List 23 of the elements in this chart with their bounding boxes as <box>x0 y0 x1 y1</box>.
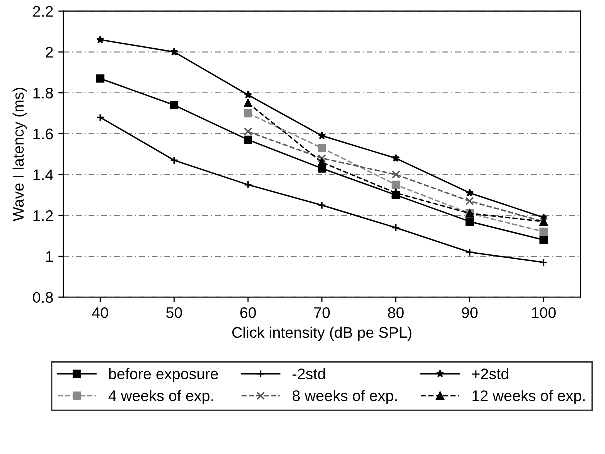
x-tick-label: 50 <box>166 307 182 318</box>
y-tick-label: 1.8 <box>34 88 54 99</box>
y-tick-label: 2 <box>46 47 54 58</box>
x-tick-label: 90 <box>462 307 478 318</box>
y-tick-label: 1.6 <box>34 128 54 140</box>
y-tick-label: 0.8 <box>33 292 54 304</box>
legend-label: +2std <box>472 368 508 380</box>
x-tick-label: 60 <box>240 307 256 318</box>
legend-label: before exposure <box>109 368 218 383</box>
y-tick-label: 2.2 <box>33 6 54 17</box>
y-axis-title: Wave I latency (ms) <box>12 88 28 222</box>
legend-label: 4 weeks of exp. <box>108 390 214 404</box>
x-axis-title: Click intensity (dB pe SPL) <box>232 326 412 342</box>
legend-label: 12 weeks of exp. <box>472 390 585 404</box>
y-tick-label: 1 <box>46 252 54 262</box>
x-tick-label: 100 <box>532 307 556 318</box>
y-tick-label: 1.2 <box>34 210 54 222</box>
legend-label: -2std <box>292 368 326 380</box>
y-tick-label: 1.4 <box>34 170 54 180</box>
x-tick-label: 70 <box>314 307 330 318</box>
x-tick-label: 40 <box>92 307 108 318</box>
legend-label: 8 weeks of exp. <box>292 390 397 404</box>
x-tick-label: 80 <box>388 307 404 318</box>
